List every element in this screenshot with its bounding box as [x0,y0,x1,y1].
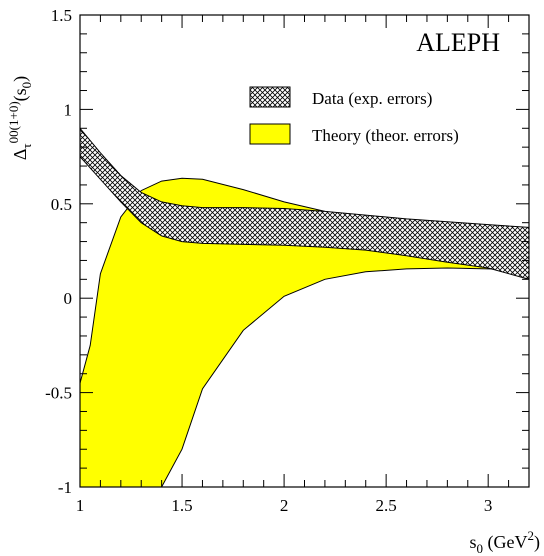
legend: Data (exp. errors) Theory (theor. errors… [249,86,459,145]
x-tick-label: 2 [280,496,289,515]
experiment-label: ALEPH [416,28,500,57]
x-tick-label: 2.5 [376,496,397,515]
y-tick-label: -1 [58,478,72,497]
x-axis-title-sub: 0 [477,541,484,556]
legend-label-theory: Theory (theor. errors) [312,126,459,145]
y-tick-label: 0 [64,289,73,308]
x-axis-title-rest: (GeV [483,532,527,553]
x-tick-label: 3 [484,496,493,515]
y-tick-label: -0.5 [45,384,72,403]
legend-swatch-data [249,86,291,108]
x-axis-title: s0 (GeV2) [470,528,541,556]
legend-swatch-theory [249,123,291,145]
ticks-layer: 1 1.5 2 2.5 3 -1 -0.5 0 0.5 1 1.5 [45,6,530,515]
y-axis-title-main: Δ [10,149,30,161]
y-axis-title: Δτ00(1+0)(s0) [6,76,34,160]
y-tick-label: 1 [64,100,73,119]
y-axis-title-sup: 00(1+0) [6,101,21,143]
legend-label-data: Data (exp. errors) [312,89,432,108]
bands-layer [80,127,529,487]
x-axis-title-main: s [470,532,477,552]
x-tick-label: 1.5 [171,496,192,515]
y-axis-title-close: ) [10,76,31,82]
x-axis-title-sup: 2 [528,528,535,543]
y-tick-label: 0.5 [51,195,72,214]
x-tick-label: 1 [76,496,85,515]
x-axis-title-close: ) [534,532,540,553]
y-axis-title-sub: τ [19,143,34,148]
y-axis-title-rest: (s [10,88,31,101]
band-data [80,127,529,280]
y-tick-label: 1.5 [51,6,72,25]
y-axis-title-sub2: 0 [19,82,34,89]
